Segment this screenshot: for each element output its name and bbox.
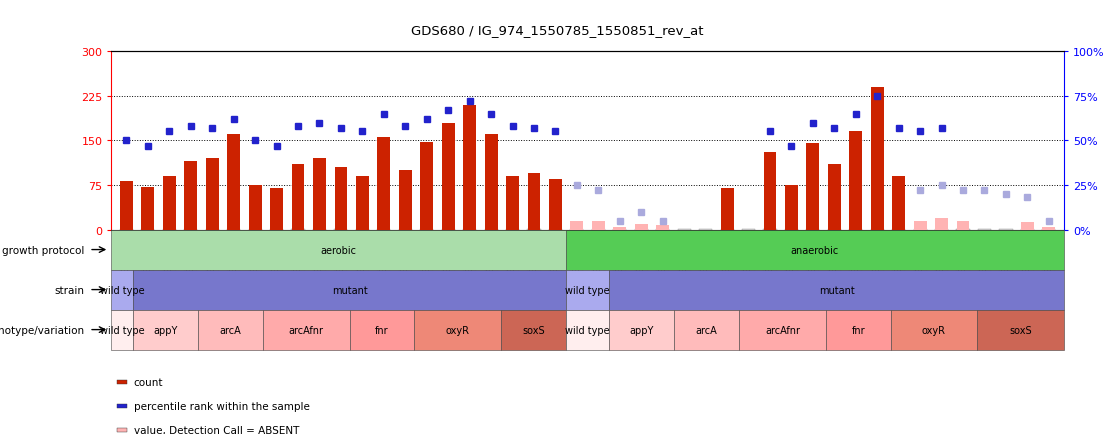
Text: appY: appY [629,325,654,335]
Text: percentile rank within the sample: percentile rank within the sample [134,401,310,411]
Bar [763,153,776,230]
Bar [913,221,927,230]
Bar [463,105,476,230]
Text: wild type: wild type [100,325,145,335]
Bar [378,138,390,230]
Bar [120,181,133,230]
Bar [184,162,197,230]
Bar [506,177,519,230]
Bar [785,186,798,230]
Bar [871,88,883,230]
Bar [356,177,369,230]
Bar [528,174,540,230]
Text: strain: strain [55,285,85,295]
Bar [957,221,969,230]
Bar [570,221,584,230]
Text: soxS: soxS [1009,325,1032,335]
Bar [614,227,626,230]
Bar [248,186,262,230]
Text: wild type: wild type [100,285,145,295]
Bar [292,165,304,230]
Bar [313,159,326,230]
Bar [1043,227,1055,230]
Bar [227,135,241,230]
Bar [849,132,862,230]
Bar [420,142,433,230]
Bar [270,188,283,230]
Text: arcAfnr: arcAfnr [289,325,324,335]
Text: fnr: fnr [851,325,866,335]
Bar [485,135,498,230]
Bar [141,187,155,230]
Bar [399,171,412,230]
Text: count: count [134,378,163,387]
Bar [163,177,176,230]
Bar [807,144,819,230]
Text: mutant: mutant [819,285,854,295]
Text: wild type: wild type [565,325,610,335]
Bar [721,188,733,230]
Bar [549,180,561,230]
Bar [828,165,841,230]
Text: GDS680 / IG_974_1550785_1550851_rev_at: GDS680 / IG_974_1550785_1550851_rev_at [411,24,703,37]
Text: wild type: wild type [565,285,610,295]
Bar [206,159,218,230]
Text: value, Detection Call = ABSENT: value, Detection Call = ABSENT [134,425,299,434]
Text: appY: appY [154,325,178,335]
Bar [892,177,905,230]
Bar [334,168,348,230]
Text: mutant: mutant [332,285,368,295]
Text: arcA: arcA [696,325,717,335]
Text: soxS: soxS [522,325,545,335]
Text: arcA: arcA [219,325,242,335]
Bar [1020,223,1034,230]
Bar [442,123,455,230]
Text: growth protocol: growth protocol [2,245,85,255]
Text: anaerobic: anaerobic [791,245,839,255]
Text: oxyR: oxyR [446,325,470,335]
Bar [656,225,670,230]
Bar [935,218,948,230]
Bar [635,224,647,230]
Text: arcAfnr: arcAfnr [765,325,800,335]
Text: genotype/variation: genotype/variation [0,325,85,335]
Bar [592,221,605,230]
Text: aerobic: aerobic [321,245,356,255]
Text: fnr: fnr [375,325,389,335]
Text: oxyR: oxyR [922,325,946,335]
